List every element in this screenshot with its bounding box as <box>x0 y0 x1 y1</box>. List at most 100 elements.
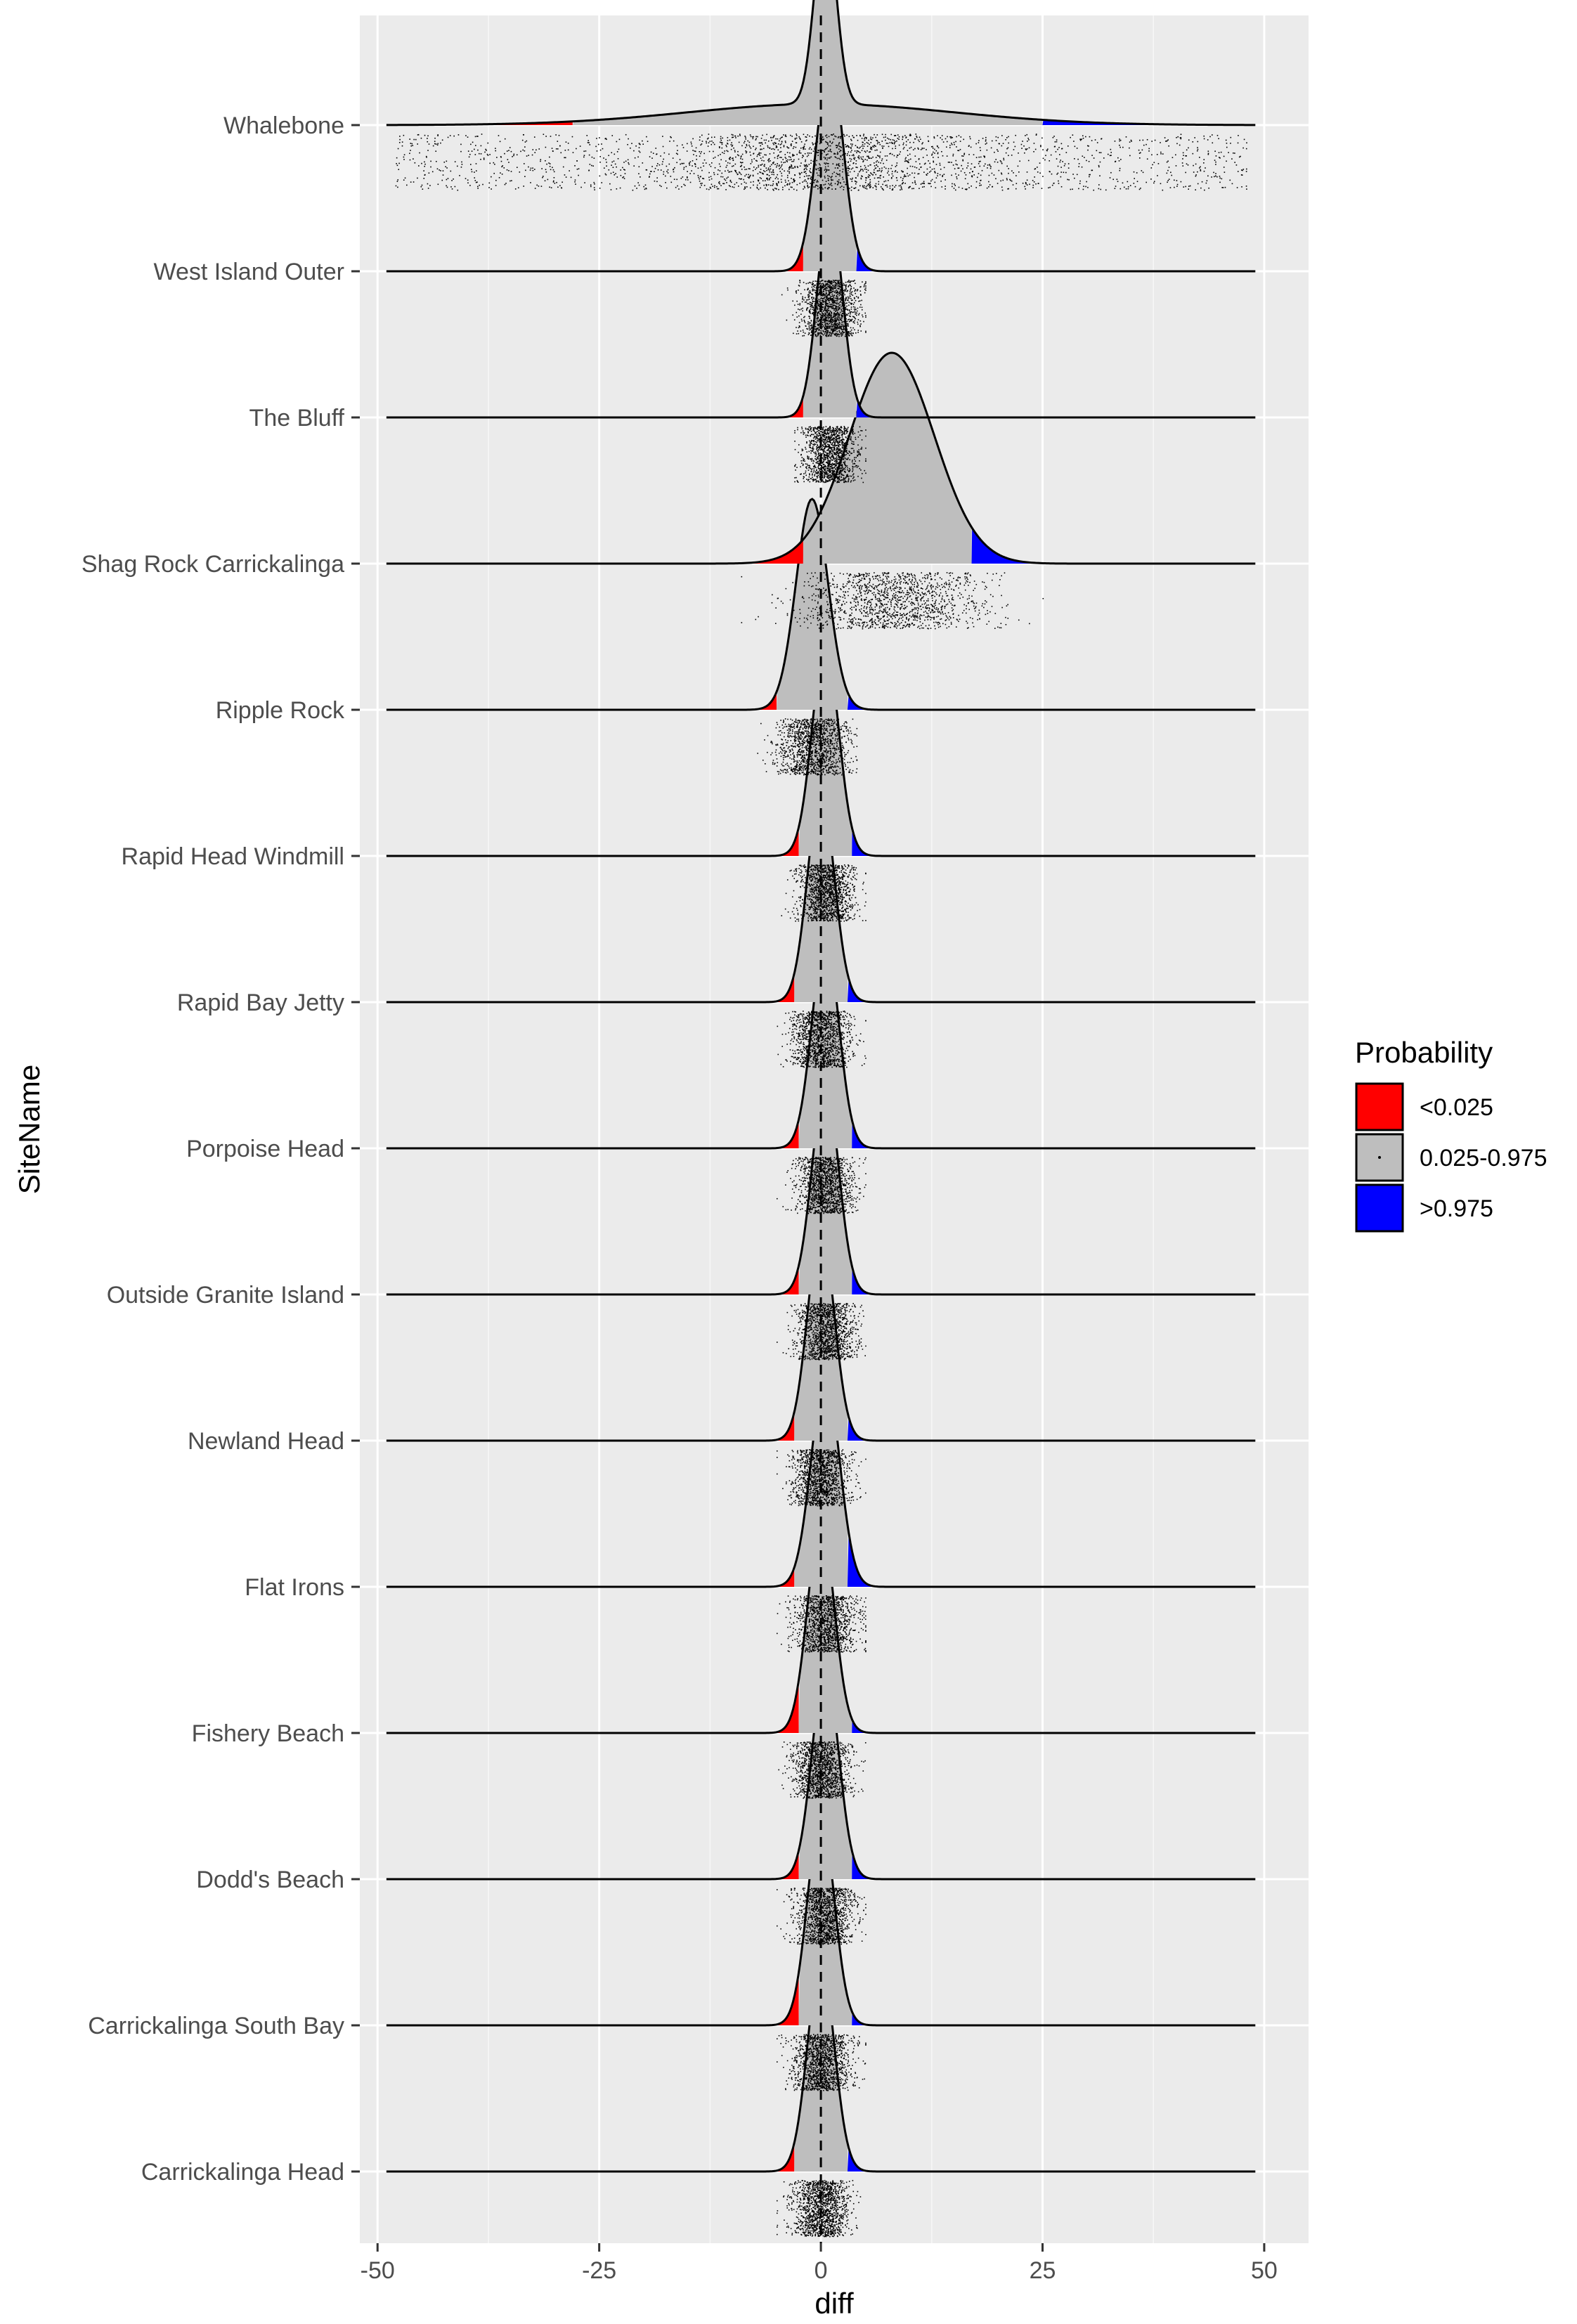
jitter-point <box>843 1900 845 1902</box>
jitter-point <box>828 1761 829 1763</box>
jitter-point <box>817 1919 819 1920</box>
jitter-point <box>824 1760 826 1761</box>
jitter-point <box>801 2205 803 2207</box>
jitter-point <box>827 2044 829 2046</box>
jitter-point <box>833 2072 836 2074</box>
jitter-point <box>807 2054 809 2056</box>
jitter-point <box>835 1775 836 1777</box>
jitter-point <box>845 1940 847 1942</box>
jitter-point <box>803 2216 805 2219</box>
jitter-point <box>839 1913 841 1915</box>
jitter-point <box>790 1914 792 1916</box>
jitter-point <box>836 1747 838 1748</box>
jitter-point <box>808 2041 810 2042</box>
jitter-point <box>841 1930 843 1931</box>
jitter-point <box>812 1770 814 1772</box>
jitter-point <box>807 2080 810 2082</box>
jitter-point <box>840 1930 842 1933</box>
jitter-point <box>798 2201 800 2203</box>
jitter-point <box>817 2049 819 2051</box>
jitter-point <box>845 2052 846 2054</box>
jitter-point <box>822 2224 823 2225</box>
jitter-point <box>812 1935 814 1937</box>
jitter-point <box>804 1902 806 1903</box>
jitter-point <box>829 1897 830 1899</box>
jitter-point <box>798 2226 800 2228</box>
jitter-point <box>828 2065 830 2067</box>
jitter-point <box>838 1929 840 1930</box>
jitter-point <box>805 1907 807 1909</box>
jitter-point <box>841 2209 843 2211</box>
jitter-point <box>819 1918 821 1920</box>
jitter-point <box>824 1914 826 1915</box>
jitter-point <box>826 1907 828 1909</box>
jitter-point <box>788 2202 790 2205</box>
jitter-point <box>798 2205 800 2207</box>
jitter-point <box>822 2206 824 2208</box>
jitter-point <box>813 1931 815 1933</box>
jitter-point <box>805 2224 806 2226</box>
jitter-point <box>829 2194 830 2195</box>
jitter-point <box>807 1924 809 1926</box>
jitter-point <box>828 2072 830 2074</box>
jitter-point <box>812 2056 815 2058</box>
jitter-point <box>837 2063 838 2065</box>
jitter-point <box>833 2205 836 2206</box>
jitter-point <box>833 2078 835 2079</box>
jitter-point <box>816 1747 818 1748</box>
jitter-point <box>789 2183 791 2185</box>
jitter-point <box>846 2195 848 2197</box>
jitter-point <box>826 2079 828 2082</box>
jitter-point <box>805 2225 807 2226</box>
jitter-point <box>813 2223 815 2225</box>
jitter-point <box>810 2216 811 2217</box>
jitter-point <box>803 1908 805 1910</box>
jitter-point <box>822 1906 823 1908</box>
jitter-point <box>854 2082 855 2083</box>
jitter-point <box>826 1936 828 1938</box>
jitter-point <box>815 1772 816 1774</box>
jitter-point <box>842 2066 844 2068</box>
jitter-point <box>841 1927 843 1929</box>
jitter-point <box>854 1894 856 1896</box>
jitter-point <box>812 2070 815 2072</box>
jitter-point <box>824 2182 826 2184</box>
jitter-point <box>793 1907 794 1909</box>
jitter-point <box>803 1791 805 1793</box>
jitter-point <box>800 1765 802 1767</box>
jitter-point <box>811 2227 813 2228</box>
jitter-point <box>806 2045 808 2046</box>
jitter-point <box>824 1924 826 1926</box>
jitter-point <box>828 1890 829 1891</box>
jitter-point <box>810 2181 811 2183</box>
jitter-point <box>793 2057 796 2058</box>
jitter-point <box>820 2219 822 2221</box>
jitter-point <box>825 1769 827 1771</box>
jitter-point <box>851 1912 853 1914</box>
jitter-point <box>815 2043 817 2045</box>
jitter-point <box>862 1919 864 1920</box>
jitter-point <box>834 1894 836 1896</box>
jitter-point <box>822 1940 824 1942</box>
jitter-point <box>822 1891 824 1893</box>
jitter-point <box>830 2072 832 2073</box>
jitter-point <box>806 2049 808 2051</box>
jitter-point <box>812 1937 814 1940</box>
jitter-point <box>833 2053 835 2055</box>
jitter-point <box>810 2216 812 2218</box>
jitter-point <box>834 2233 836 2234</box>
jitter-point <box>838 2068 840 2070</box>
jitter-point <box>841 1761 842 1763</box>
jitter-point <box>835 1777 837 1779</box>
jitter-point <box>827 1901 829 1903</box>
jitter-point <box>827 1793 829 1795</box>
jitter-point <box>816 2195 818 2198</box>
jitter-point <box>810 1916 812 1919</box>
jitter-point <box>822 2087 824 2089</box>
jitter-point <box>822 2086 824 2088</box>
jitter-point <box>815 2232 817 2234</box>
jitter-point <box>808 2183 810 2186</box>
jitter-point <box>831 1904 833 1907</box>
jitter-point <box>836 2051 838 2053</box>
jitter-point <box>816 1893 818 1895</box>
